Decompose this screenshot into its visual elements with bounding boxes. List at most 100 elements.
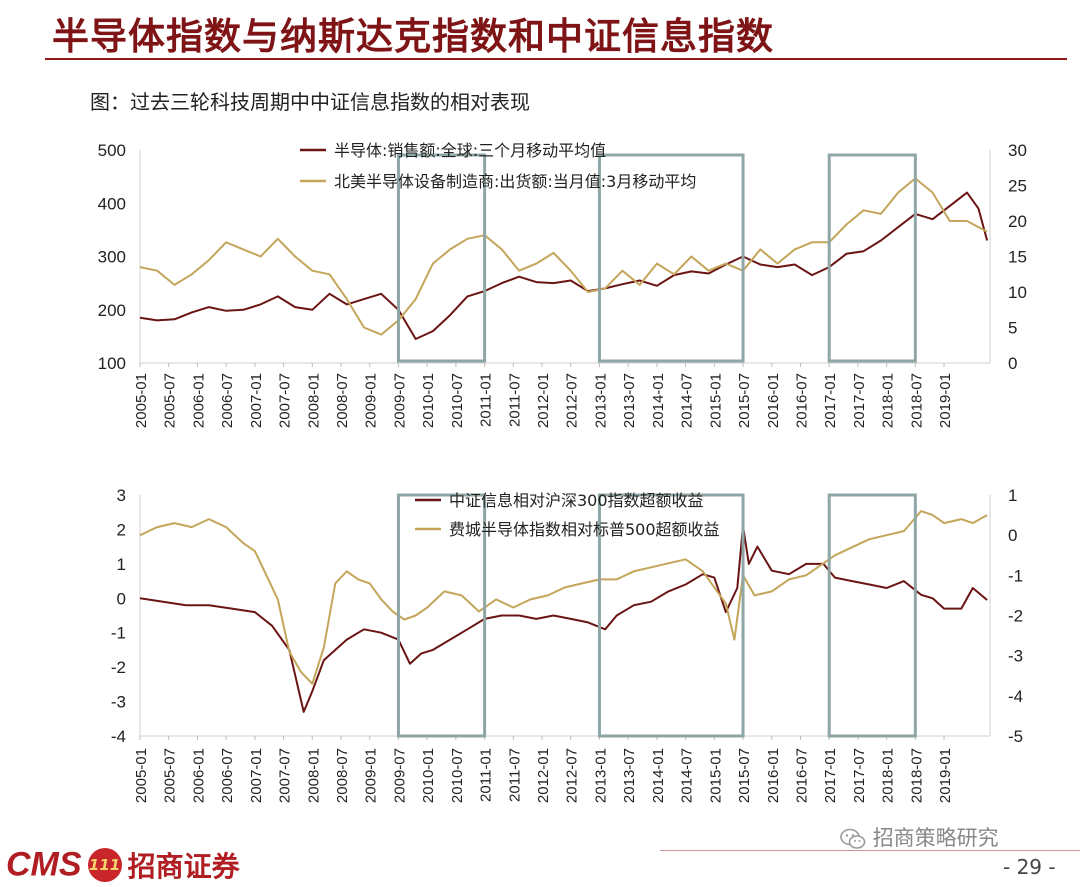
- x-tick-label: 2010-07: [449, 748, 466, 803]
- x-tick-label: 2018-07: [908, 373, 925, 428]
- x-tick-label: 2015-01: [707, 373, 724, 428]
- x-tick-label: 2007-07: [277, 748, 294, 803]
- legend-label-2: 北美半导体设备制造商:出货额:当月值:3月移动平均: [334, 172, 696, 191]
- y-right-tick-label: 5: [1008, 319, 1017, 338]
- y-right-tick-label: -2: [1008, 607, 1023, 626]
- y-right-tick-label: -1: [1008, 566, 1023, 585]
- x-tick-label: 2008-01: [305, 373, 322, 428]
- broker-logo: CMS 111 招商证券: [6, 845, 240, 885]
- x-tick-label: 2015-07: [736, 373, 753, 428]
- y-right-tick-label: 30: [1008, 141, 1027, 160]
- x-tick-label: 2006-07: [219, 373, 236, 428]
- x-tick-label: 2006-01: [190, 748, 207, 803]
- x-tick-label: 2017-07: [851, 748, 868, 803]
- x-tick-label: 2011-01: [478, 748, 495, 802]
- y-left-tick-label: 500: [98, 141, 126, 160]
- highlight-box-3: [827, 493, 917, 738]
- chart-1: 500 400 300 200 100 30 25 20 15 10 5 0 2005-01 2005-0…: [98, 141, 1027, 428]
- slide-title: 半导体指数与纳斯达克指数和中证信息指数: [52, 14, 774, 58]
- cms-logo-text: CMS: [6, 845, 82, 884]
- x-tick-label: 2017-07: [851, 373, 868, 428]
- y-right-tick-label: 0: [1008, 354, 1017, 373]
- x-tick-label: 2015-01: [707, 748, 724, 803]
- x-tick-label: 2016-07: [793, 373, 810, 428]
- y-right-tick-label: 10: [1008, 283, 1027, 302]
- x-tick-label: 2018-01: [880, 748, 897, 803]
- x-tick-label: 2017-01: [822, 373, 839, 428]
- wechat-watermark: 招商策略研究: [840, 822, 999, 852]
- y-left-tick-label: -3: [111, 693, 126, 712]
- x-tick-label: 2018-01: [880, 373, 897, 428]
- x-tick-label: 2005-01: [133, 748, 150, 803]
- series-line-1: [139, 191, 989, 340]
- x-tick-label: 2011-07: [506, 748, 523, 802]
- series-line-1: [139, 525, 988, 713]
- y-left-tick-label: 200: [98, 301, 126, 320]
- y-left-tick-label: -2: [111, 658, 126, 677]
- x-tick-label: 2006-01: [190, 373, 207, 428]
- x-tick-label: 2009-01: [363, 748, 380, 803]
- highlight-box-2: [597, 153, 745, 363]
- x-tick-label: 2008-07: [334, 748, 351, 803]
- x-tick-label: 2015-07: [736, 748, 753, 803]
- x-tick-label: 2019-01: [937, 748, 954, 803]
- x-tick-label: 2014-01: [650, 748, 667, 803]
- legend-label-1: 中证信息相对沪深300指数超额收益: [449, 491, 704, 510]
- x-tick-label: 2012-07: [564, 748, 581, 803]
- legend-label-2: 费城半导体指数相对标普500超额收益: [449, 520, 720, 539]
- y-right-tick-label: 15: [1008, 248, 1027, 267]
- x-tick-label: 2017-01: [822, 748, 839, 803]
- page-number: - 29 -: [1003, 855, 1056, 879]
- y-right-tick-label: 20: [1008, 212, 1027, 231]
- x-tick-label: 2016-01: [765, 373, 782, 428]
- highlight-box-2: [597, 493, 745, 738]
- x-tick-label: 2007-01: [248, 748, 265, 803]
- x-tick-label: 2006-07: [219, 748, 236, 803]
- logo-badge-icon: 111: [87, 848, 122, 882]
- x-tick-label: 2014-01: [650, 373, 667, 428]
- x-tick-label: 2012-01: [535, 373, 552, 428]
- y-left-tick-label: -1: [111, 624, 126, 643]
- chart-2: 3 2 1 0 -1 -2 -3 -4 1 0 -1 -2 -3 -4 -5 2005-01 2005-07 20…: [111, 486, 1023, 803]
- x-tick-label: 2016-01: [765, 748, 782, 803]
- series-line-2: [139, 177, 988, 336]
- x-tick-label: 2009-01: [363, 373, 380, 428]
- x-tick-label: 2008-01: [305, 748, 322, 803]
- x-tick-label: 2005-07: [162, 373, 179, 428]
- series-line-2: [139, 510, 988, 685]
- y-right-tick-label: -4: [1008, 687, 1023, 706]
- x-tick-label: 2009-07: [391, 373, 408, 428]
- y-left-tick-label: -4: [111, 727, 126, 746]
- highlight-box-3: [827, 153, 917, 363]
- y-left-tick-label: 2: [117, 520, 126, 539]
- x-tick-label: 2011-01: [478, 373, 495, 427]
- y-left-tick-label: 1: [117, 555, 126, 574]
- x-tick-label: 2005-01: [133, 373, 150, 428]
- title-divider: [45, 58, 1067, 60]
- x-tick-label: 2009-07: [391, 748, 408, 803]
- footer-divider: [660, 850, 1080, 851]
- y-right-tick-label: 0: [1008, 526, 1017, 545]
- x-tick-label: 2012-07: [564, 373, 581, 428]
- highlight-box-1: [396, 493, 487, 738]
- x-tick-label: 2013-01: [592, 373, 609, 428]
- y-left-tick-label: 100: [98, 354, 126, 373]
- x-tick-label: 2013-01: [592, 748, 609, 803]
- x-tick-label: 2008-07: [334, 373, 351, 428]
- y-right-tick-label: 1: [1008, 486, 1017, 505]
- y-right-tick-label: 25: [1008, 177, 1027, 196]
- y-left-tick-label: 400: [98, 194, 126, 213]
- x-tick-label: 2005-07: [162, 748, 179, 803]
- x-tick-label: 2010-07: [449, 373, 466, 428]
- x-tick-label: 2013-07: [621, 373, 638, 428]
- y-left-tick-label: 3: [117, 486, 126, 505]
- broker-name: 招商证券: [127, 850, 240, 883]
- x-tick-label: 2007-07: [277, 373, 294, 428]
- y-left-tick-label: 0: [117, 589, 126, 608]
- x-tick-label: 2010-01: [420, 748, 437, 803]
- x-tick-label: 2018-07: [908, 748, 925, 803]
- wechat-account-name: 招商策略研究: [872, 826, 999, 850]
- x-tick-label: 2016-07: [793, 748, 810, 803]
- highlight-box-1: [396, 153, 487, 363]
